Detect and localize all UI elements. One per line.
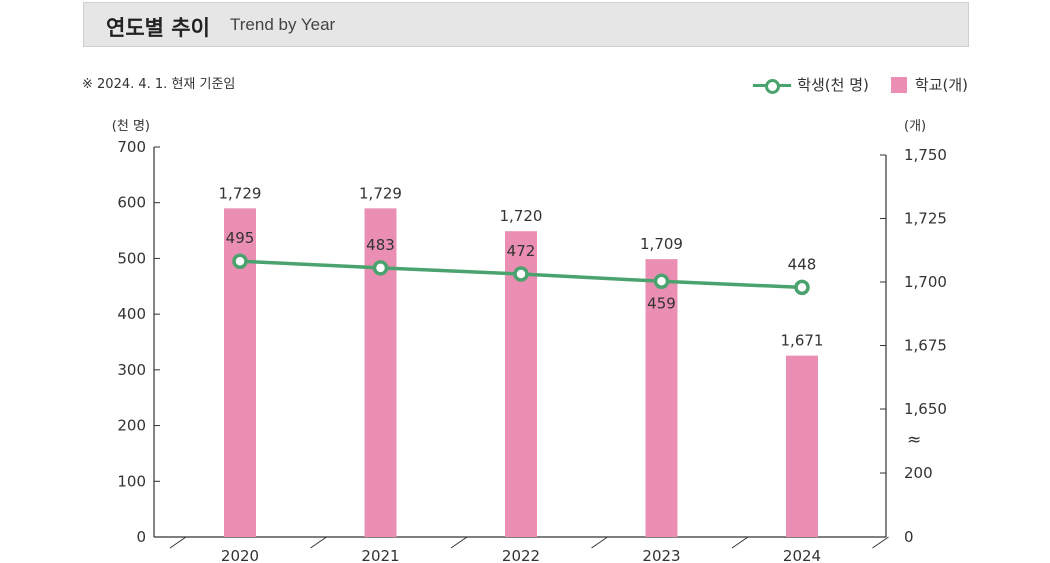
bar-swatch-icon bbox=[890, 76, 907, 93]
line-value-label: 495 bbox=[226, 229, 255, 247]
x-axis-separator bbox=[450, 536, 468, 549]
bar-value-label: 1,720 bbox=[500, 207, 543, 225]
bar-value-label: 1,729 bbox=[359, 184, 402, 202]
left-tick-label: 100 bbox=[117, 472, 146, 490]
line-marker-icon bbox=[753, 77, 792, 94]
x-tick-label: 2023 bbox=[642, 547, 680, 563]
bar-value-label: 1,729 bbox=[219, 184, 262, 202]
reference-date-note: ※ 2024. 4. 1. 현재 기준임 bbox=[82, 77, 236, 92]
bar-schools-2021 bbox=[364, 208, 397, 537]
right-tick-label: 1,750 bbox=[904, 146, 947, 164]
left-axis-unit: (천 명) bbox=[112, 119, 150, 134]
line-point-students-2020 bbox=[232, 253, 248, 269]
legend-label-students: 학생(천 명) bbox=[797, 76, 869, 94]
line-value-label: 459 bbox=[647, 294, 676, 312]
line-value-label: 448 bbox=[788, 255, 817, 273]
bar-schools-2023 bbox=[645, 259, 678, 537]
title-bar: 연도별 추이 Trend by Year bbox=[83, 2, 969, 47]
legend: 학생(천 명) 학교(개) bbox=[731, 74, 968, 95]
bar-value-label: 1,671 bbox=[781, 332, 824, 350]
x-tick-label: 2024 bbox=[783, 547, 821, 563]
bar-value-label: 1,709 bbox=[640, 235, 683, 253]
right-tick-label: 1,675 bbox=[904, 337, 947, 355]
left-tick-label: 500 bbox=[117, 249, 146, 267]
left-tick-label: 600 bbox=[117, 194, 146, 212]
line-point-students-2024 bbox=[794, 279, 810, 296]
line-value-label: 483 bbox=[366, 236, 395, 254]
left-tick-label: 700 bbox=[117, 138, 146, 156]
bar-schools-2024 bbox=[786, 355, 818, 537]
legend-label-schools: 학교(개) bbox=[914, 76, 968, 94]
line-value-label: 472 bbox=[507, 242, 536, 260]
left-tick-label: 400 bbox=[117, 305, 146, 323]
x-axis-separator bbox=[591, 536, 608, 549]
right-tick-label: 1,700 bbox=[904, 273, 947, 291]
x-tick-label: 2021 bbox=[361, 547, 399, 563]
line-point-students-2022 bbox=[513, 266, 529, 282]
x-axis-separator bbox=[169, 536, 187, 549]
bar-schools-2022 bbox=[505, 231, 537, 537]
x-tick-label: 2020 bbox=[221, 547, 259, 563]
chart-title-english: Trend by Year bbox=[230, 15, 336, 34]
legend-item-schools: 학교(개) bbox=[890, 74, 968, 95]
left-tick-label: 300 bbox=[117, 361, 146, 379]
legend-item-students: 학생(천 명) bbox=[753, 74, 869, 95]
x-axis-separator bbox=[310, 536, 327, 549]
right-tick-label: 0 bbox=[904, 528, 914, 546]
chart-title-korean: 연도별 추이 bbox=[106, 16, 210, 40]
right-axis-break-symbol: ≈ bbox=[907, 430, 921, 450]
right-axis-unit: (개) bbox=[904, 119, 926, 134]
right-tick-label: 200 bbox=[904, 464, 933, 482]
right-tick-label: 1,650 bbox=[904, 400, 947, 418]
right-tick-label: 1,725 bbox=[904, 210, 947, 228]
left-tick-label: 200 bbox=[117, 417, 146, 435]
line-point-students-2023 bbox=[653, 273, 670, 290]
x-axis-separator bbox=[731, 536, 749, 549]
x-axis-separator bbox=[872, 536, 889, 549]
left-tick-label: 0 bbox=[136, 528, 146, 546]
x-tick-label: 2022 bbox=[502, 547, 540, 563]
line-point-students-2021 bbox=[372, 260, 389, 276]
